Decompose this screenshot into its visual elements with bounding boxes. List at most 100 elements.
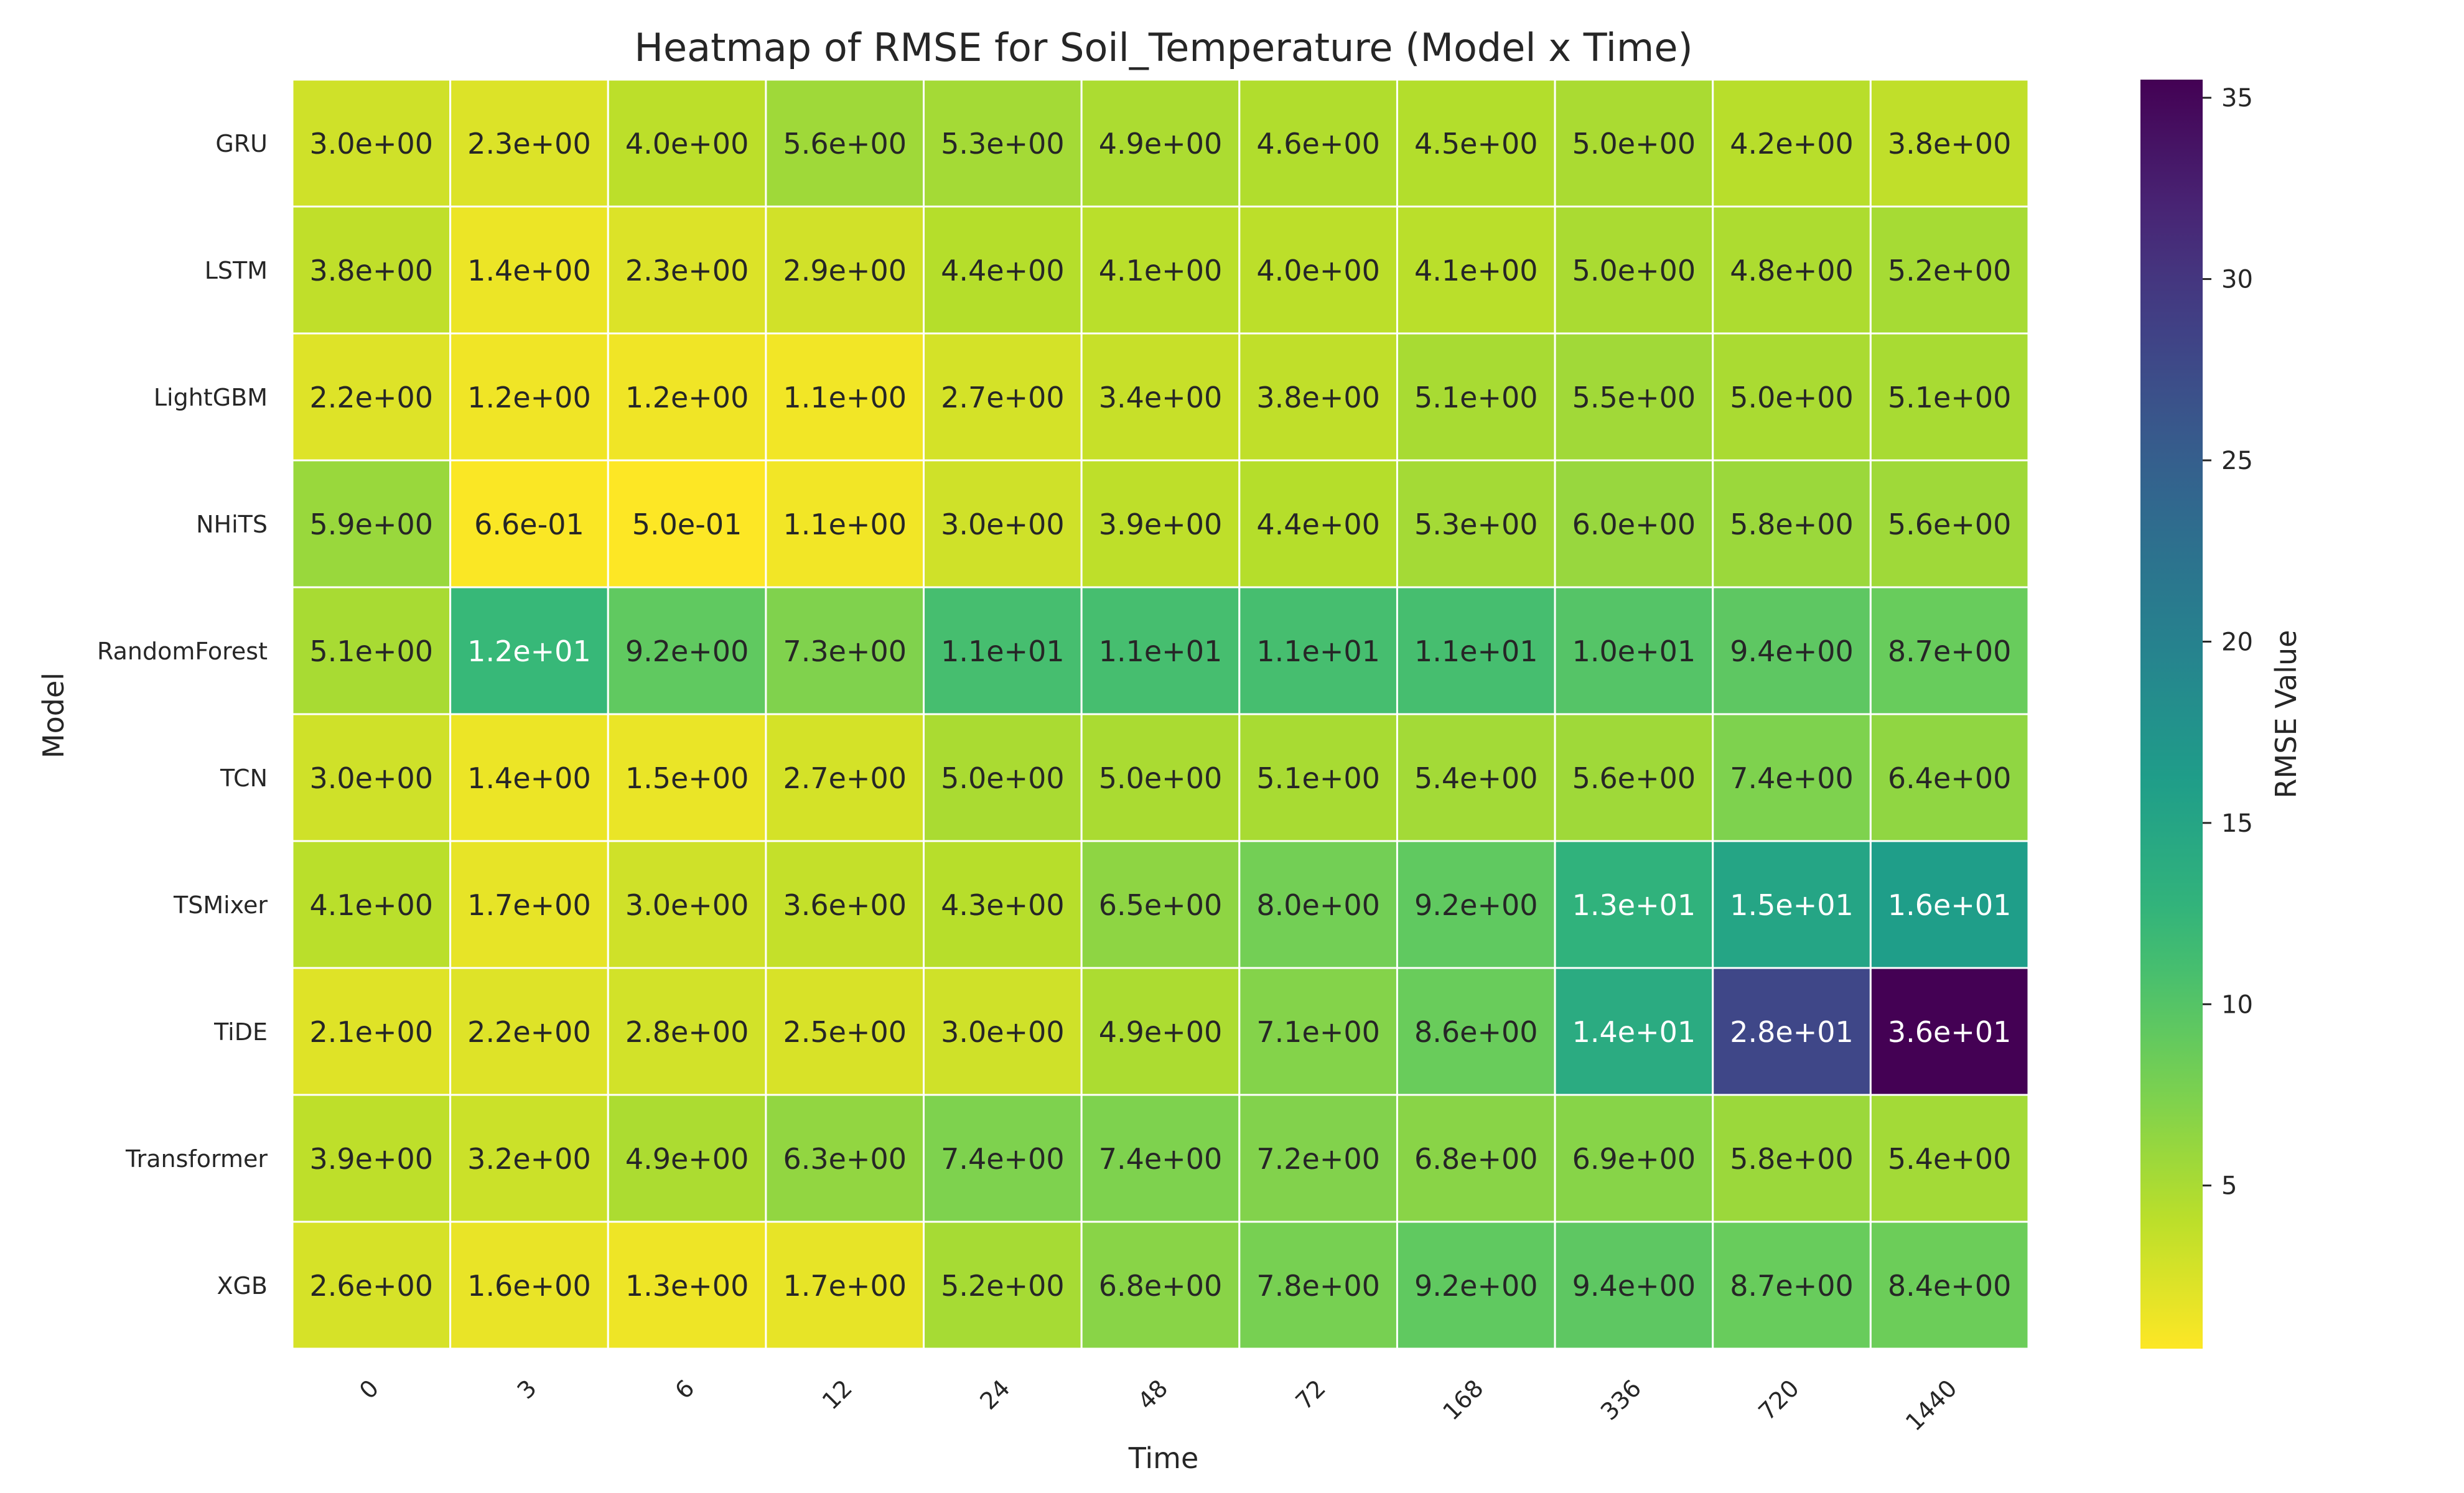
cell-value-label: 1.4e+00 <box>467 254 591 287</box>
heatmap-cell <box>607 1094 767 1223</box>
cell-value-label: 2.7e+00 <box>783 761 907 795</box>
heatmap-cell <box>291 205 452 335</box>
cell-value-label: 8.6e+00 <box>1414 1015 1538 1049</box>
cell-value-label: 2.1e+00 <box>310 1015 434 1049</box>
cell-value-label: 4.1e+00 <box>1414 254 1538 287</box>
cell-value-label: 5.4e+00 <box>1414 761 1538 795</box>
heatmap-cell <box>1554 586 1714 715</box>
heatmap-cell <box>1080 332 1241 462</box>
cell-value-label: 9.2e+00 <box>1414 1269 1538 1303</box>
heatmap-cell <box>1396 840 1556 969</box>
cell-value-label: 8.7e+00 <box>1730 1269 1854 1303</box>
y-axis-tick-labels: GRU LSTM LightGBM NHiTS RandomForest TCN TSMix… <box>97 130 268 1300</box>
heatmap-cell <box>607 205 767 335</box>
cell-value-label: 7.2e+00 <box>1256 1142 1380 1176</box>
heatmap-cell <box>765 1221 925 1350</box>
heatmap-cell <box>1238 459 1398 588</box>
heatmap-cell <box>1554 1094 1714 1223</box>
heatmap-cell <box>1080 1221 1241 1350</box>
cell-value-label: 3.9e+00 <box>1099 508 1223 541</box>
y-tick-label: GRU <box>215 130 268 157</box>
cell-value-label: 1.3e+00 <box>625 1269 749 1303</box>
heatmap-cell <box>1869 1221 2030 1350</box>
cell-value-label: 5.4e+00 <box>1888 1142 2012 1176</box>
cell-value-label: 6.8e+00 <box>1414 1142 1538 1176</box>
y-tick-label: TCN <box>220 765 268 792</box>
cell-value-label: 6.0e+00 <box>1572 508 1696 541</box>
cell-value-label: 2.2e+00 <box>310 381 434 414</box>
heatmap-cell <box>1554 1221 1714 1350</box>
heatmap-cell <box>1396 1221 1556 1350</box>
y-tick-label: LightGBM <box>154 384 268 411</box>
cell-value-label: 3.8e+00 <box>310 254 434 287</box>
y-tick-label: TiDE <box>213 1018 268 1046</box>
cell-value-label: 4.1e+00 <box>310 888 434 922</box>
heatmap-cell <box>765 78 925 208</box>
cell-value-label: 5.5e+00 <box>1572 381 1696 414</box>
cell-value-label: 4.2e+00 <box>1730 127 1854 160</box>
cell-value-label: 5.0e+00 <box>1730 381 1854 414</box>
cell-value-label: 4.4e+00 <box>1256 508 1380 541</box>
cell-value-label: 1.5e+01 <box>1730 888 1854 922</box>
cell-value-label: 5.8e+00 <box>1730 508 1854 541</box>
heatmap-cell <box>1869 586 2030 715</box>
heatmap-cell <box>923 332 1083 462</box>
cell-value-label: 6.9e+00 <box>1572 1142 1696 1176</box>
heatmap-cell <box>923 586 1083 715</box>
heatmap-cell <box>1869 713 2030 842</box>
heatmap-cell <box>1080 840 1241 969</box>
x-tick-label: 12 <box>817 1374 857 1415</box>
cell-value-label: 3.0e+00 <box>310 127 434 160</box>
heatmap-cell <box>1396 1094 1556 1223</box>
heatmap-cell <box>1554 205 1714 335</box>
cell-value-label: 5.1e+00 <box>1414 381 1538 414</box>
cell-value-label: 6.5e+00 <box>1099 888 1223 922</box>
heatmap-cell <box>291 713 452 842</box>
cell-value-label: 3.8e+00 <box>1888 127 2012 160</box>
heatmap-cell <box>1712 1094 1872 1223</box>
heatmap-cell <box>1869 459 2030 588</box>
cell-value-label: 5.0e+00 <box>1099 761 1223 795</box>
cell-value-label: 2.3e+00 <box>625 254 749 287</box>
cell-value-label: 8.7e+00 <box>1888 635 2012 668</box>
cell-value-label: 5.1e+00 <box>1888 381 2012 414</box>
heatmap-cell <box>1080 1094 1241 1223</box>
heatmap-cell <box>1869 205 2030 335</box>
cell-value-label: 5.2e+00 <box>1888 254 2012 287</box>
cell-value-label: 4.0e+00 <box>1256 254 1380 287</box>
colorbar-tick-label: 20 <box>2221 628 2253 656</box>
cell-value-label: 7.1e+00 <box>1256 1015 1380 1049</box>
cell-value-label: 7.8e+00 <box>1256 1269 1380 1303</box>
heatmap-cell <box>291 967 452 1096</box>
cell-value-label: 7.4e+00 <box>941 1142 1065 1176</box>
x-axis-tick-labels: 0 3 6 12 24 48 72 168 336 720 1440 <box>354 1374 1962 1436</box>
cell-value-label: 5.8e+00 <box>1730 1142 1854 1176</box>
cell-value-label: 3.6e+00 <box>783 888 907 922</box>
heatmap-cell <box>1238 967 1398 1096</box>
colorbar-label: RMSE Value <box>2269 630 2303 799</box>
heatmap-cell <box>1396 78 1556 208</box>
cell-value-label: 5.6e+00 <box>1888 508 2012 541</box>
colorbar-tick-label: 10 <box>2221 990 2253 1019</box>
cell-value-label: 6.4e+00 <box>1888 761 2012 795</box>
heatmap-cell <box>291 1221 452 1350</box>
cell-value-label: 1.2e+01 <box>467 635 591 668</box>
colorbar-ticks: 5 10 15 20 25 30 35 <box>2203 84 2253 1201</box>
heatmap-cell <box>1869 1094 2030 1223</box>
chart-title: Heatmap of RMSE for Soil_Temperature (Mo… <box>634 25 1692 70</box>
heatmap-cell <box>291 332 452 462</box>
x-tick-label: 168 <box>1437 1374 1488 1425</box>
y-tick-label: NHiTS <box>196 511 268 538</box>
cell-value-label: 3.0e+00 <box>941 508 1065 541</box>
cell-value-label: 1.1e+01 <box>941 635 1065 668</box>
cell-value-label: 5.1e+00 <box>310 635 434 668</box>
cell-value-label: 1.1e+01 <box>1256 635 1380 668</box>
heatmap-cell <box>1396 205 1556 335</box>
heatmap-cell <box>291 1094 452 1223</box>
cell-value-label: 6.6e-01 <box>474 508 584 541</box>
heatmap-cell <box>1712 586 1872 715</box>
heatmap-cell <box>449 586 609 715</box>
heatmap-cell <box>1712 1221 1872 1350</box>
cell-value-label: 1.7e+00 <box>467 888 591 922</box>
